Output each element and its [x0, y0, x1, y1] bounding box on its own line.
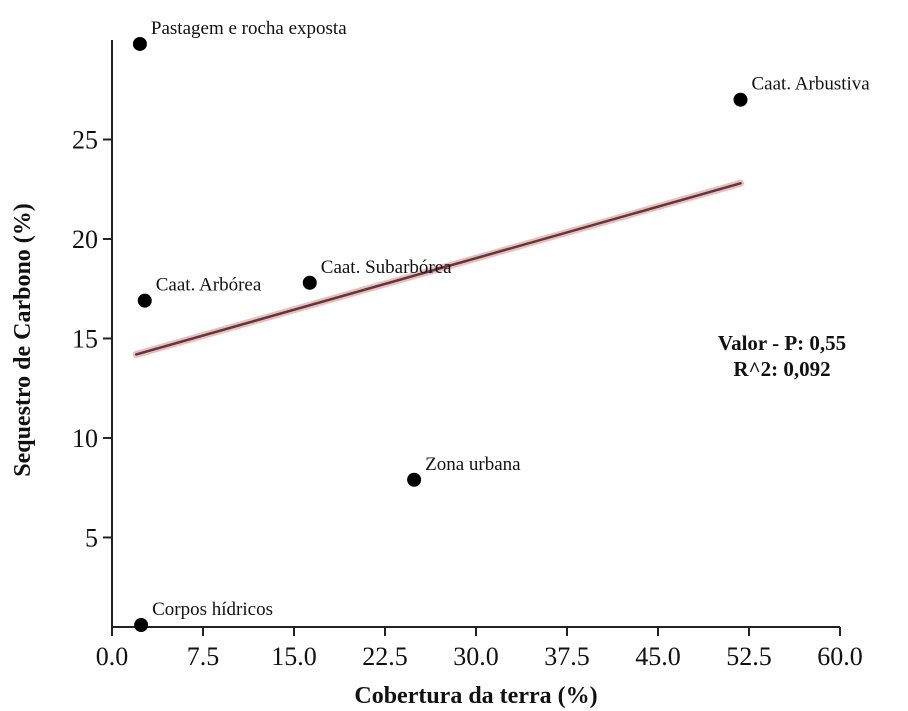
point-label: Corpos hídricos — [152, 599, 273, 620]
trendline — [135, 182, 742, 356]
y-tick-label: 20 — [72, 225, 98, 254]
x-tick-label: 45.0 — [635, 642, 681, 671]
x-axis-title: Cobertura da terra (%) — [354, 683, 597, 709]
axes: 0.0 7.5 15.0 22.5 30.0 37.5 45.0 52.5 60.0 5 10 15 2… — [72, 40, 863, 671]
x-tick-label: 30.0 — [453, 642, 499, 671]
x-tick-label: 15.0 — [271, 642, 317, 671]
x-tick-label: 0.0 — [96, 642, 129, 671]
x-tick-label: 7.5 — [187, 642, 220, 671]
data-points — [132, 36, 748, 633]
point-label: Caat. Subarbórea — [321, 257, 452, 278]
point-label: Caat. Arbustiva — [752, 74, 871, 95]
data-point — [137, 293, 152, 308]
data-point — [132, 36, 147, 51]
data-point — [302, 275, 317, 290]
x-tick-label: 60.0 — [817, 642, 863, 671]
data-point — [733, 92, 748, 107]
trendline-group — [132, 179, 745, 358]
point-labels: Pastagem e rocha exposta Caat. Arbustiva C… — [151, 18, 870, 620]
y-axis-title: Sequestro de Carbono (%) — [10, 203, 36, 477]
data-point — [134, 618, 149, 633]
y-tick-label: 10 — [72, 424, 98, 453]
point-label: Caat. Arbórea — [156, 275, 262, 296]
x-tick-label: 52.5 — [726, 642, 772, 671]
data-point — [407, 472, 422, 487]
y-tick-label: 25 — [72, 125, 98, 154]
y-tick-label: 15 — [72, 324, 98, 353]
x-tick-label: 22.5 — [362, 642, 408, 671]
point-label: Pastagem e rocha exposta — [151, 18, 347, 39]
p-value-annotation: Valor - P: 0,55 — [718, 331, 846, 355]
x-tick-label: 37.5 — [544, 642, 590, 671]
y-tick-label: 5 — [85, 523, 98, 552]
point-label: Zona urbana — [425, 454, 521, 475]
r-squared-annotation: R^2: 0,092 — [733, 357, 830, 381]
